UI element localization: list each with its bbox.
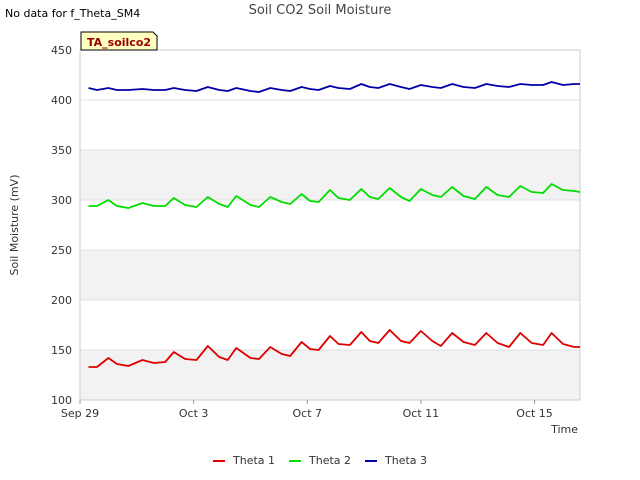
- y-tick-label: 200: [51, 294, 72, 307]
- background-band: [80, 250, 580, 300]
- x-axis-label: Time: [550, 423, 578, 436]
- y-tick-label: 250: [51, 244, 72, 257]
- legend: Theta 1 Theta 2 Theta 3: [213, 454, 427, 467]
- x-tick-label: Oct 11: [403, 407, 440, 420]
- x-tick-label: Oct 3: [179, 407, 209, 420]
- x-axis-ticks: Sep 29 Oct 3 Oct 7 Oct 11 Oct 15: [61, 400, 553, 420]
- background-bands: [80, 150, 580, 400]
- background-band: [80, 350, 580, 400]
- y-tick-label: 300: [51, 194, 72, 207]
- gridlines: [80, 49, 580, 401]
- legend-label: Theta 2: [308, 454, 351, 467]
- y-tick-label: 400: [51, 94, 72, 107]
- series-line-theta-2: [88, 183, 581, 209]
- y-tick-label: 150: [51, 344, 72, 357]
- x-tick-label: Oct 7: [293, 407, 323, 420]
- chart-title: Soil CO2 Soil Moisture: [248, 3, 392, 18]
- series-line-theta-3: [88, 81, 580, 93]
- x-tick-label: Oct 15: [516, 407, 553, 420]
- y-axis-label: Soil Moisture (mV): [8, 175, 21, 276]
- background-band: [80, 150, 580, 200]
- series-lines: [88, 81, 581, 368]
- x-tick-label: Sep 29: [61, 407, 99, 420]
- no-data-note: No data for f_Theta_SM4: [5, 7, 141, 20]
- y-axis-ticks: 100 150 200 250 300 350 400 450: [51, 44, 72, 407]
- legend-label: Theta 1: [232, 454, 275, 467]
- plot-frame: [79, 49, 581, 401]
- site-label-text: TA_soilco2: [87, 36, 151, 49]
- site-label-tag: TA_soilco2: [80, 31, 158, 51]
- series-line-theta-1: [88, 329, 580, 368]
- legend-label: Theta 3: [384, 454, 427, 467]
- y-tick-label: 450: [51, 44, 72, 57]
- y-tick-label: 100: [51, 394, 72, 407]
- y-tick-label: 350: [51, 144, 72, 157]
